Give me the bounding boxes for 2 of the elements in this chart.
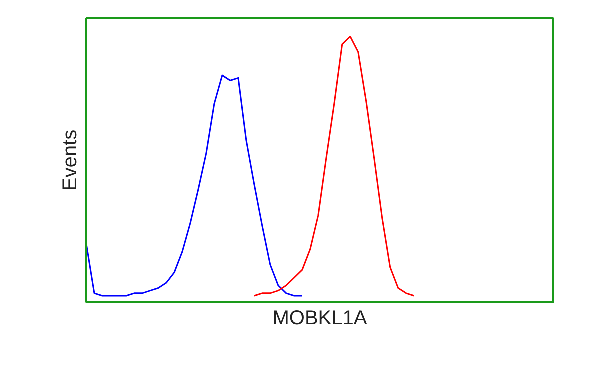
y-axis-title: Events — [60, 130, 82, 192]
x-axis-title: MOBKL1A — [272, 308, 368, 330]
